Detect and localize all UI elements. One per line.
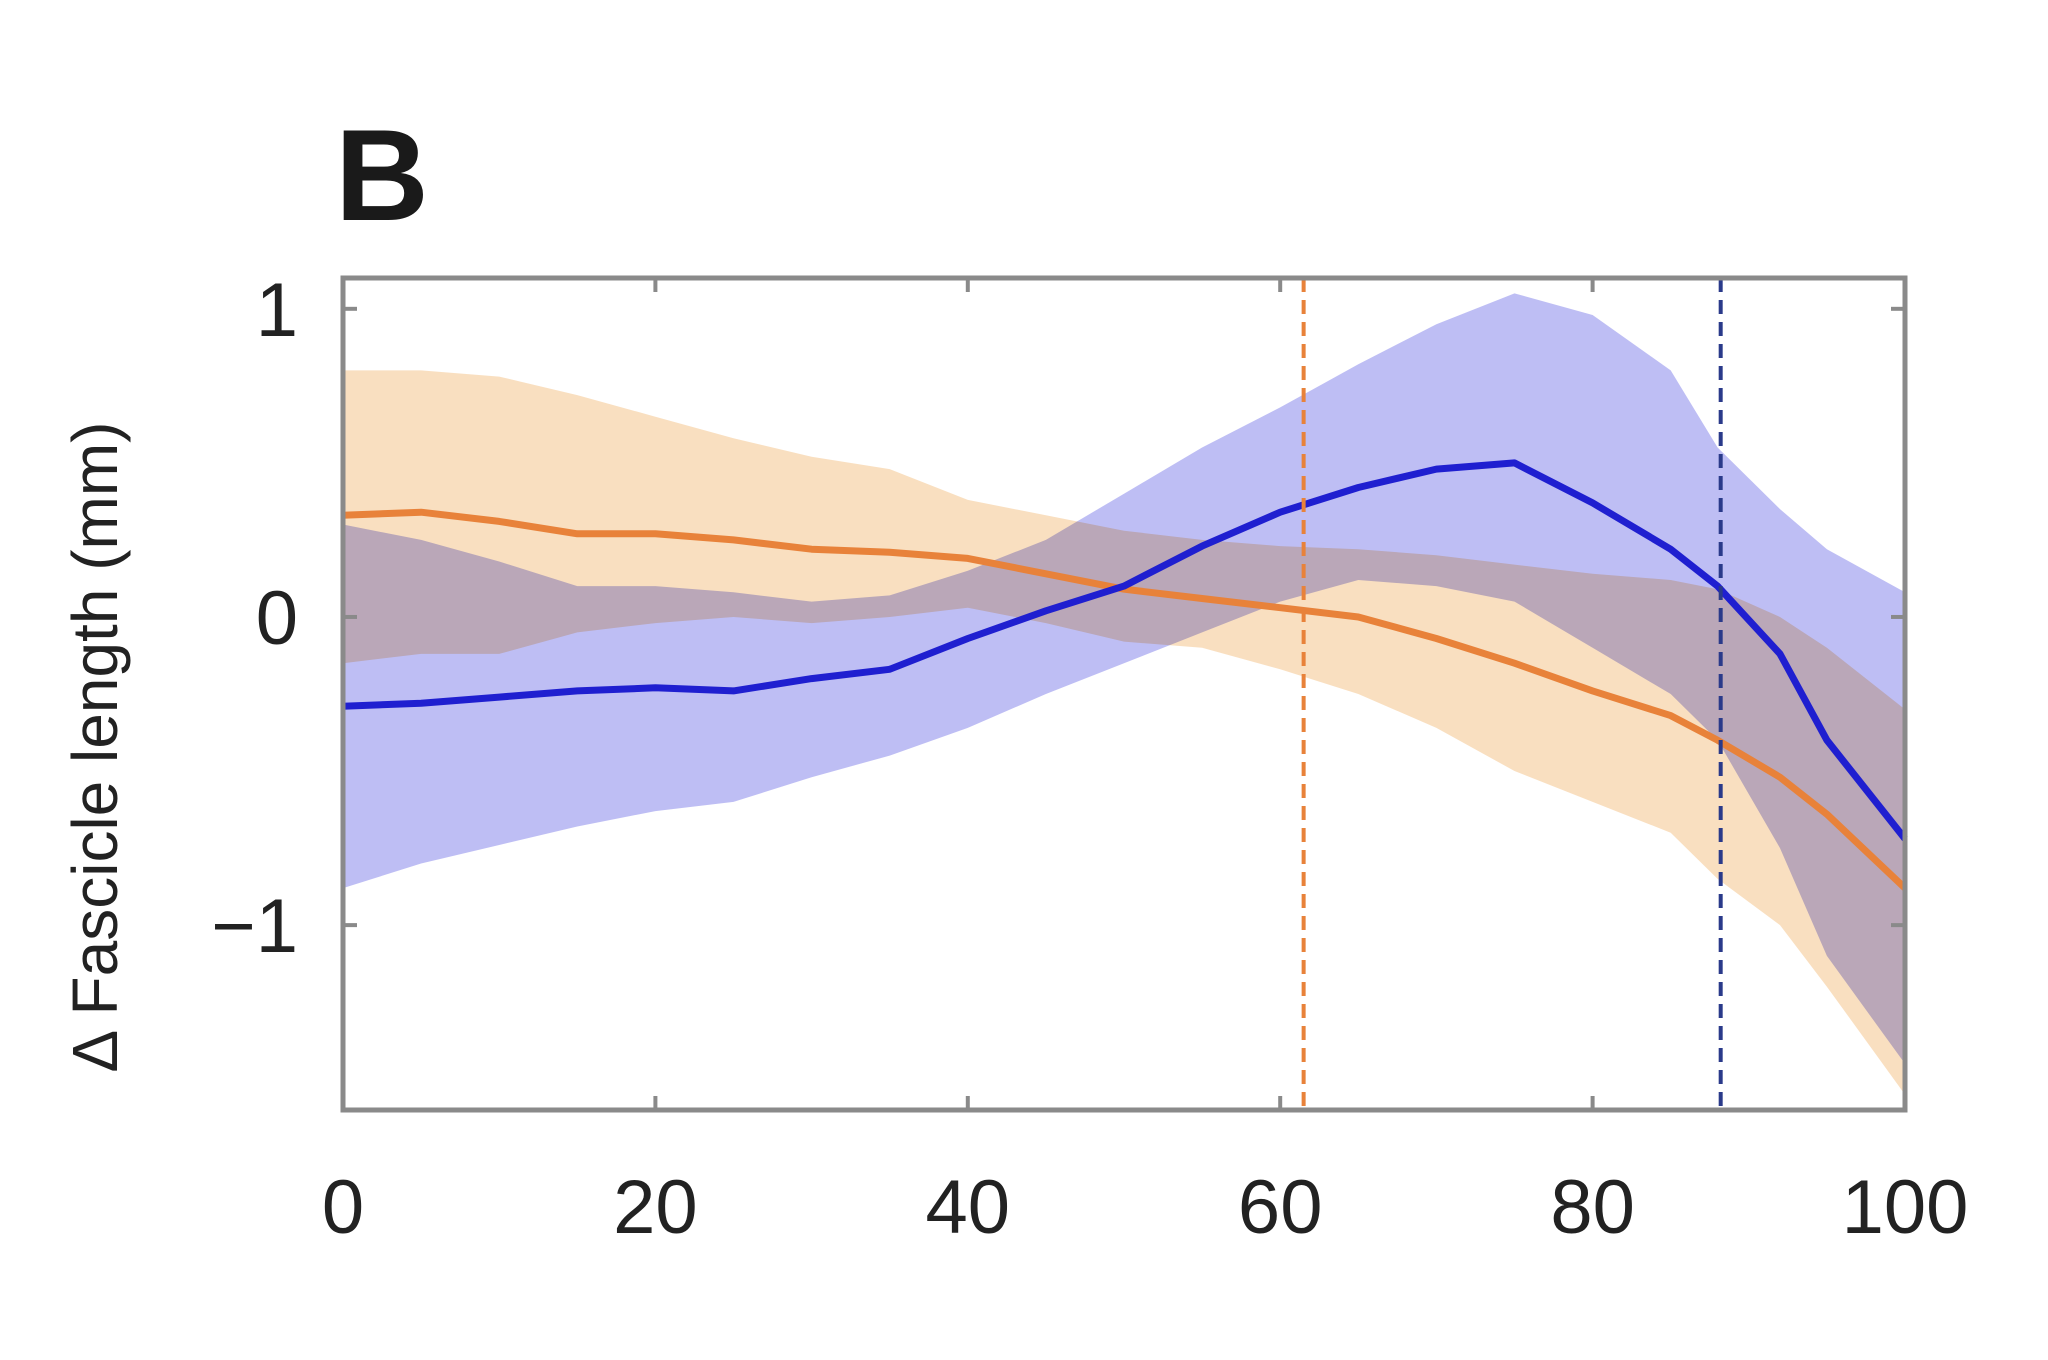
x-tick-label: 100 (1842, 1165, 1969, 1250)
axes (340, 275, 1908, 1113)
y-tick-label: 0 (256, 576, 298, 661)
series-lines (342, 459, 1908, 891)
x-tick-label: 40 (926, 1165, 1011, 1250)
ticks: 0 20 40 60 80 100 −1 0 1 (211, 268, 1968, 1250)
blue-series-line (342, 459, 1908, 841)
x-tick-label: 80 (1550, 1165, 1635, 1250)
x-tick-label: 0 (322, 1165, 364, 1250)
plot-frame (340, 275, 1908, 1113)
orange-band (343, 370, 1905, 1095)
y-tick-label: 1 (256, 268, 298, 353)
orange-series-line (342, 508, 1908, 891)
confidence-bands (343, 293, 1905, 1095)
panel-label: B (335, 102, 429, 248)
x-tick-label: 60 (1238, 1165, 1323, 1250)
blue-band (343, 293, 1905, 1064)
event-markers (1301, 278, 1723, 1110)
x-tick-label: 20 (613, 1165, 698, 1250)
y-tick-label: −1 (211, 884, 298, 969)
